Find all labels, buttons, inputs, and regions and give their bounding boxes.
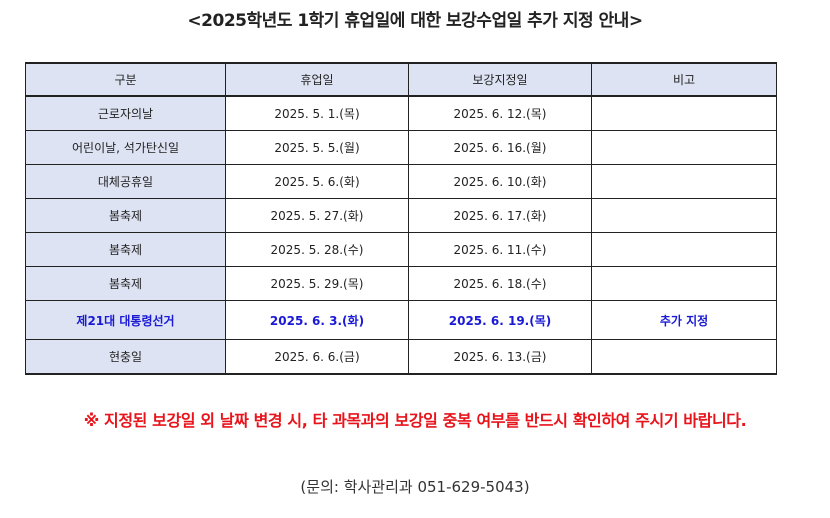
row-note: 추가 지정	[591, 300, 777, 340]
row-makeup-date: 2025. 6. 19.(목)	[408, 300, 592, 340]
row-makeup-date: 2025. 6. 16.(월)	[408, 130, 592, 165]
row-makeup-date: 2025. 6. 11.(수)	[408, 232, 592, 267]
header-makeup-date: 보강지정일	[408, 62, 592, 97]
row-makeup-date: 2025. 6. 13.(금)	[408, 339, 592, 375]
table-row: 근로자의날 2025. 5. 1.(목) 2025. 6. 12.(목)	[25, 95, 777, 131]
row-holiday: 2025. 6. 3.(화)	[225, 300, 409, 340]
table-header-row: 구분 휴업일 보강지정일 비고	[25, 62, 777, 97]
table-row: 봄축제 2025. 5. 28.(수) 2025. 6. 11.(수)	[25, 232, 777, 267]
row-note	[591, 95, 777, 131]
row-holiday: 2025. 5. 27.(화)	[225, 198, 409, 233]
row-category: 봄축제	[25, 232, 226, 267]
row-note	[591, 232, 777, 267]
row-note	[591, 130, 777, 165]
row-category: 봄축제	[25, 266, 226, 301]
row-holiday: 2025. 5. 5.(월)	[225, 130, 409, 165]
row-makeup-date: 2025. 6. 10.(화)	[408, 164, 592, 199]
warning-notice: ※ 지정된 보강일 외 날짜 변경 시, 타 과목과의 보강일 중복 여부를 반…	[83, 411, 747, 430]
row-makeup-date: 2025. 6. 12.(목)	[408, 95, 592, 131]
contact-info: (문의: 학사관리과 051-629-5043)	[300, 478, 530, 496]
row-holiday: 2025. 5. 6.(화)	[225, 164, 409, 199]
row-makeup-date: 2025. 6. 17.(화)	[408, 198, 592, 233]
row-note	[591, 266, 777, 301]
table-row: 봄축제 2025. 5. 27.(화) 2025. 6. 17.(화)	[25, 198, 777, 233]
row-holiday: 2025. 5. 28.(수)	[225, 232, 409, 267]
row-makeup-date: 2025. 6. 18.(수)	[408, 266, 592, 301]
row-note	[591, 339, 777, 375]
row-note	[591, 164, 777, 199]
table-row-highlighted: 제21대 대통령선거 2025. 6. 3.(화) 2025. 6. 19.(목…	[25, 300, 777, 340]
page-title: <2025학년도 1학기 휴업일에 대한 보강수업일 추가 지정 안내>	[187, 11, 643, 31]
row-holiday: 2025. 6. 6.(금)	[225, 339, 409, 375]
row-category: 어린이날, 석가탄신일	[25, 130, 226, 165]
header-category: 구분	[25, 62, 226, 97]
header-holiday: 휴업일	[225, 62, 409, 97]
row-holiday: 2025. 5. 29.(목)	[225, 266, 409, 301]
makeup-schedule-table: 구분 휴업일 보강지정일 비고 근로자의날 2025. 5. 1.(목) 202…	[25, 62, 777, 375]
table-row: 봄축제 2025. 5. 29.(목) 2025. 6. 18.(수)	[25, 266, 777, 301]
row-category: 현충일	[25, 339, 226, 375]
row-holiday: 2025. 5. 1.(목)	[225, 95, 409, 131]
row-category: 근로자의날	[25, 95, 226, 131]
row-category: 대체공휴일	[25, 164, 226, 199]
table-row: 대체공휴일 2025. 5. 6.(화) 2025. 6. 10.(화)	[25, 164, 777, 199]
row-note	[591, 198, 777, 233]
row-category: 제21대 대통령선거	[25, 300, 226, 340]
header-note: 비고	[591, 62, 777, 97]
table-row: 현충일 2025. 6. 6.(금) 2025. 6. 13.(금)	[25, 339, 777, 375]
table-row: 어린이날, 석가탄신일 2025. 5. 5.(월) 2025. 6. 16.(…	[25, 130, 777, 165]
row-category: 봄축제	[25, 198, 226, 233]
